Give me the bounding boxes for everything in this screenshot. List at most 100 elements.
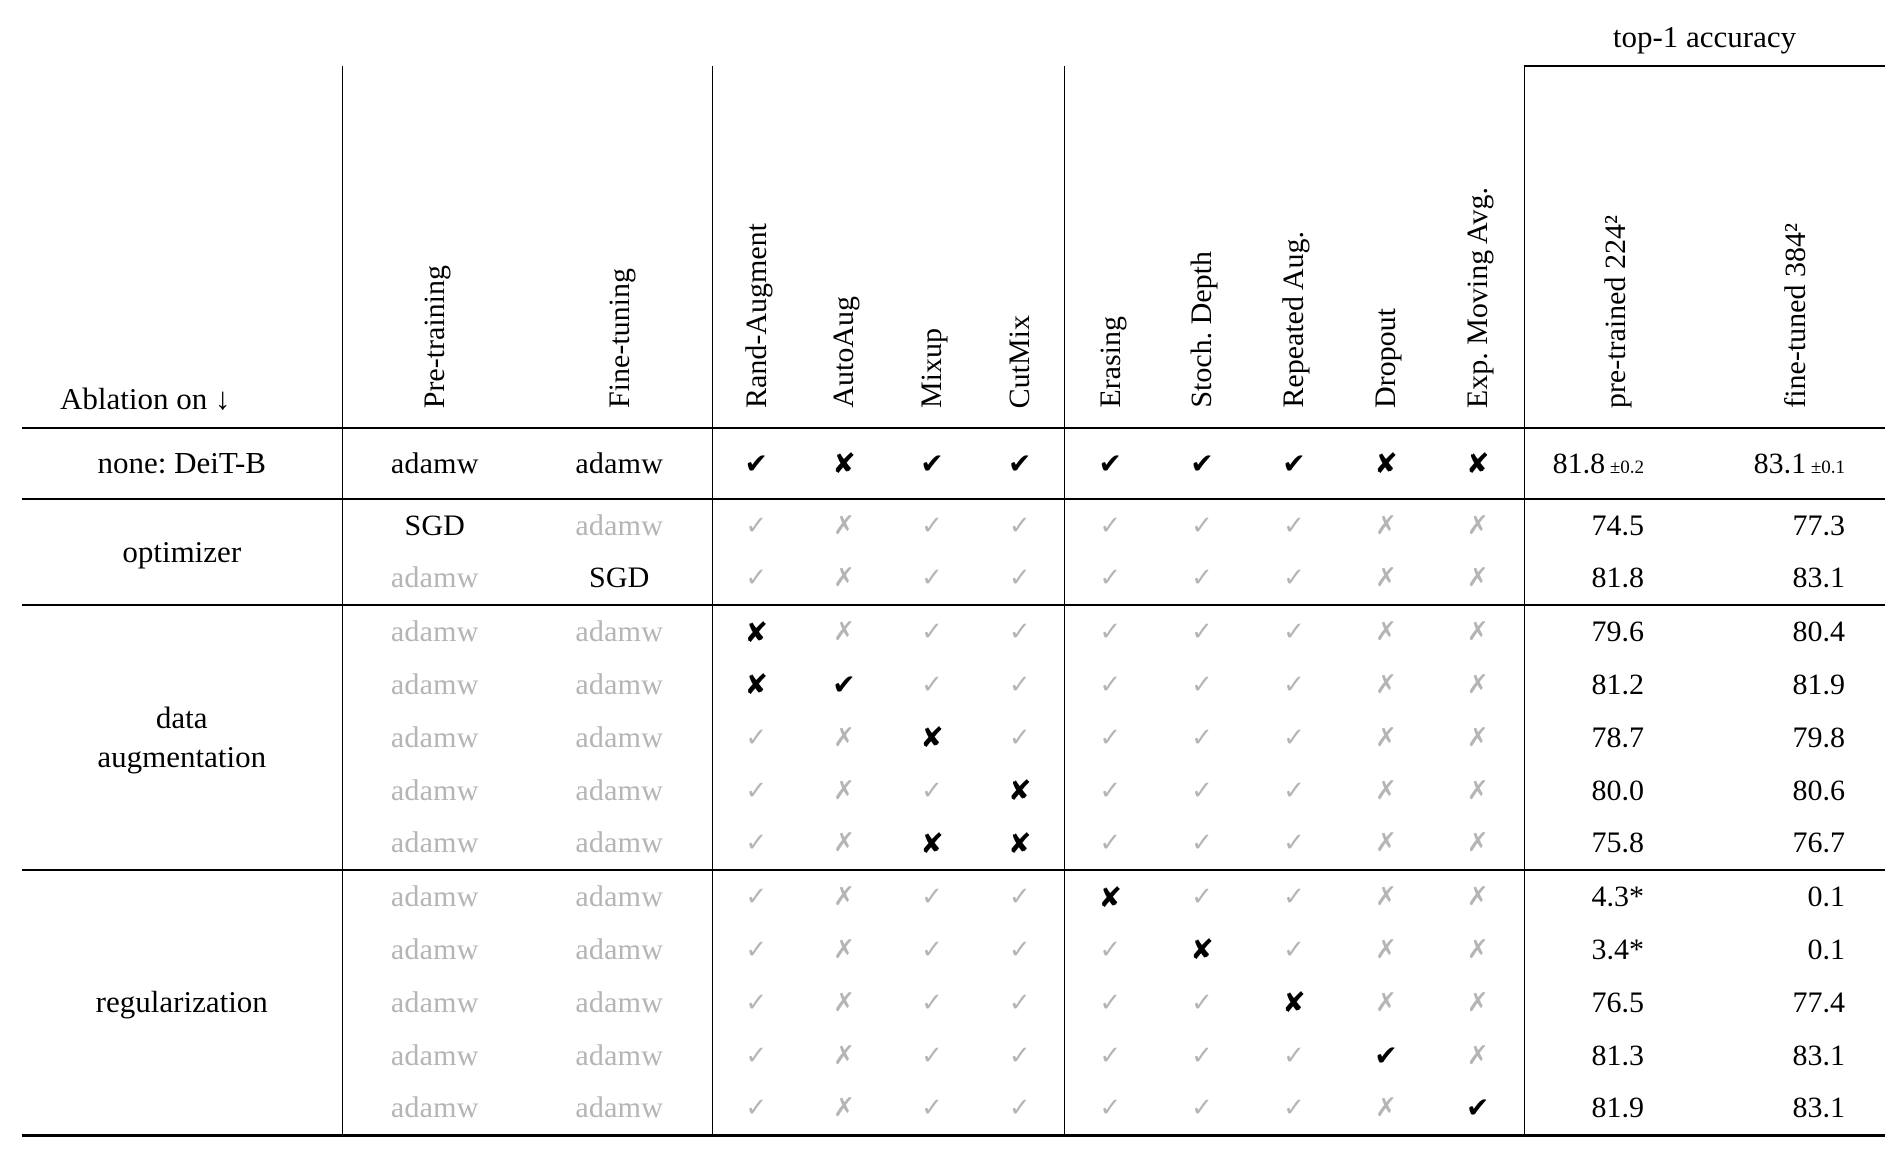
check-icon: ✓ xyxy=(1191,563,1213,593)
check-icon: ✓ xyxy=(1063,764,1156,817)
table-row: adamw adamw ✓ ✗ ✓ ✓ ✓ ✓ ✘ ✗ ✗ 76.5 77.4 xyxy=(22,976,1885,1029)
check-icon: ✓ xyxy=(711,1029,800,1082)
rotated-column-label: Fine-tuning xyxy=(602,268,636,408)
check-icon: ✔ xyxy=(1374,1039,1398,1072)
check-icon: ✓ xyxy=(1008,722,1031,753)
check-icon: ✓ xyxy=(1283,669,1305,700)
finetuning-optimizer-cell: adamw xyxy=(575,446,664,480)
check-icon: ✓ xyxy=(1248,869,1340,923)
accuracy-number: 0.1 xyxy=(1807,932,1846,966)
accuracy-number: 77.4 xyxy=(1792,985,1846,1019)
check-icon: ✓ xyxy=(1248,498,1340,552)
check-icon: ✓ xyxy=(1191,722,1213,753)
pretraining-optimizer-cell: adamw xyxy=(341,711,527,764)
check-icon: ✓ xyxy=(711,817,800,870)
finetuned-accuracy-value: 76.7 xyxy=(1706,817,1885,870)
check-icon: ✓ xyxy=(1283,1092,1305,1123)
cross-icon: ✘ xyxy=(1063,869,1156,923)
finetuned-accuracy-value: 80.4 xyxy=(1706,604,1885,658)
rotated-column-label: Dropout xyxy=(1369,308,1403,408)
pretrained-accuracy-value: 78.7 xyxy=(1523,711,1706,764)
finetuning-optimizer-cell: adamw xyxy=(527,869,712,923)
cross-icon: ✘ xyxy=(1008,774,1032,807)
rotated-column-label: pre-trained 224² xyxy=(1598,214,1632,408)
rotated-column-label: Erasing xyxy=(1093,316,1127,408)
accuracy-number: 81.9 xyxy=(1792,667,1846,701)
rotated-column-label: CutMix xyxy=(1003,314,1036,408)
check-icon: ✓ xyxy=(921,563,943,593)
pretrained-accuracy-value: 81.3 xyxy=(1523,1029,1706,1082)
cross-icon: ✗ xyxy=(833,1092,855,1123)
rotated-column-label: Repeated Aug. xyxy=(1277,231,1311,408)
check-icon: ✓ xyxy=(921,775,943,806)
pretrained-accuracy-value: 81.8 ±0.2 xyxy=(1523,428,1706,499)
cross-icon: ✘ xyxy=(1374,447,1398,480)
pretrained-accuracy-value: 76.5 xyxy=(1523,976,1706,1029)
accuracy-number: 81.2 xyxy=(1591,667,1645,701)
accuracy-number: 83.1 xyxy=(1792,561,1846,594)
check-icon: ✔ xyxy=(1466,1091,1490,1125)
column-header-repeated-aug: Repeated Aug. xyxy=(1248,66,1340,429)
accuracy-number: 79.6 xyxy=(1591,615,1645,648)
check-icon: ✓ xyxy=(921,934,943,965)
column-header-fine-tuned-384: fine-tuned 384² xyxy=(1706,66,1885,429)
cross-icon: ✗ xyxy=(1375,1092,1397,1123)
check-icon: ✓ xyxy=(1063,1082,1156,1135)
check-icon: ✓ xyxy=(1283,828,1305,858)
table-row: data augmentation adamw adamw ✘ ✗ ✓ ✓ ✓ ✓ ✓ ✗ ✗ 79.6… xyxy=(22,604,1885,870)
pretrained-accuracy-value: 79.6 xyxy=(1523,604,1706,658)
check-icon: ✓ xyxy=(1063,817,1156,870)
check-icon: ✔ xyxy=(920,447,944,480)
check-icon: ✓ xyxy=(1283,722,1305,753)
pretraining-optimizer-cell: adamw xyxy=(341,817,527,870)
check-icon: ✓ xyxy=(711,552,800,605)
table-row: adamw SGD ✓ ✗ ✓ ✓ ✓ ✓ ✓ ✗ ✗ 81.8 83.1 xyxy=(22,552,1885,605)
check-icon: ✓ xyxy=(1008,1040,1031,1071)
check-icon: ✓ xyxy=(1156,498,1248,552)
rotated-column-label: Stoch. Depth xyxy=(1185,251,1219,408)
check-icon: ✓ xyxy=(1008,669,1031,700)
check-icon: ✓ xyxy=(1283,1040,1305,1071)
cross-icon: ✗ xyxy=(800,869,888,923)
column-header-row: Ablation on ↓ Pre-training Fine-tuning Ran… xyxy=(22,66,1885,429)
column-header-erasing: Erasing xyxy=(1063,66,1156,429)
accuracy-number: 83.1 xyxy=(1792,1038,1846,1072)
cross-icon: ✗ xyxy=(1375,934,1397,965)
cross-icon: ✗ xyxy=(1466,775,1489,806)
pretraining-optimizer-cell: SGD xyxy=(341,498,527,552)
table-row: adamw adamw ✓ ✗ ✓ ✓ ✓ ✘ ✓ ✗ ✗ 3.4* 0.1 xyxy=(22,923,1885,976)
finetuning-optimizer-cell: adamw xyxy=(575,1090,664,1124)
accuracy-number: 75.8 xyxy=(1591,826,1645,859)
column-header-pre-training: Pre-training xyxy=(341,66,527,429)
pretraining-optimizer-cell: adamw xyxy=(341,976,527,1029)
finetuned-accuracy-value: 77.4 xyxy=(1706,976,1885,1029)
check-icon: ✓ xyxy=(888,498,976,552)
finetuning-optimizer-cell: adamw xyxy=(575,826,664,859)
finetuning-optimizer-cell: adamw xyxy=(575,1038,664,1072)
cross-icon: ✗ xyxy=(1375,563,1397,593)
cross-icon: ✗ xyxy=(1466,828,1489,858)
table-row: adamw adamw ✓ ✗ ✘ ✓ ✓ ✓ ✓ ✗ ✗ 78.7 79.8 xyxy=(22,711,1885,764)
cross-icon: ✘ xyxy=(920,721,944,754)
pretrained-accuracy-value: 80.0 xyxy=(1523,764,1706,817)
check-icon: ✓ xyxy=(1156,869,1248,923)
check-icon: ✔ xyxy=(1282,447,1306,480)
pretrained-accuracy-value: 3.4* xyxy=(1523,923,1706,976)
cross-icon: ✗ xyxy=(1432,604,1524,658)
pretraining-optimizer-cell: adamw xyxy=(341,1029,527,1082)
check-icon: ✓ xyxy=(1008,934,1031,965)
pretraining-optimizer-cell: adamw xyxy=(341,869,527,923)
cross-icon: ✘ xyxy=(711,604,800,658)
check-icon: ✓ xyxy=(921,1092,943,1123)
table-row: adamw adamw ✓ ✗ ✓ ✘ ✓ ✓ ✓ ✗ ✗ 80.0 80.6 xyxy=(22,764,1885,817)
check-icon: ✓ xyxy=(976,604,1064,658)
finetuned-accuracy-value: 0.1 xyxy=(1706,869,1885,923)
finetuning-optimizer-cell: adamw xyxy=(527,604,712,658)
accuracy-number: 81.9 xyxy=(1591,1090,1645,1124)
check-icon: ✓ xyxy=(976,498,1064,552)
accuracy-number: 77.3 xyxy=(1792,509,1846,542)
finetuned-accuracy-value: 83.1 ±0.1 xyxy=(1706,428,1885,499)
group-label-data-augmentation: data augmentation xyxy=(22,604,342,870)
cross-icon: ✗ xyxy=(833,722,855,753)
column-header-fine-tuning: Fine-tuning xyxy=(527,66,712,429)
